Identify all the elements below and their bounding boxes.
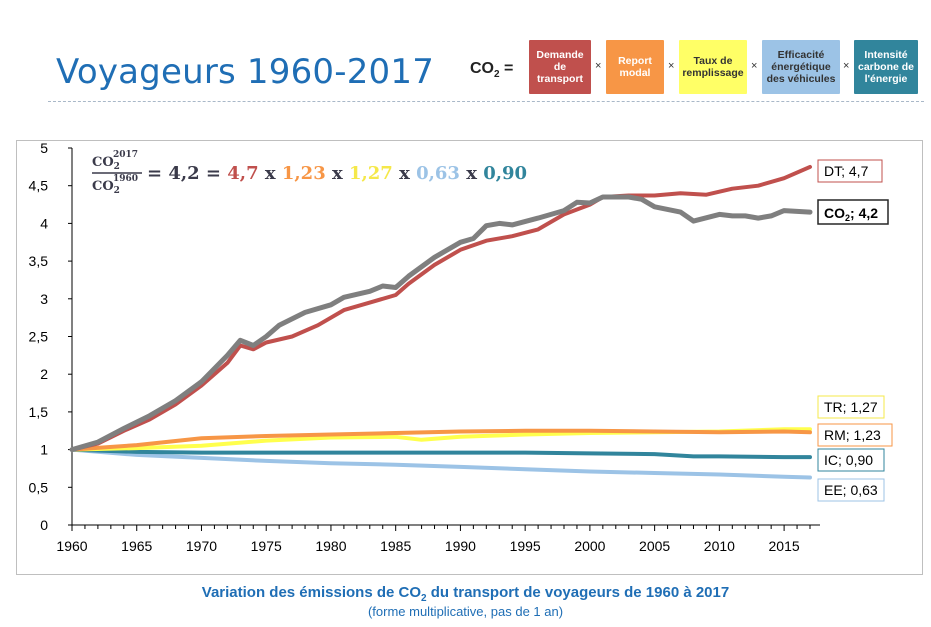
series-line-dt <box>70 164 812 452</box>
factor-taux-remplissage: Taux de remplissage <box>679 40 747 94</box>
title-divider <box>48 101 924 102</box>
end-label-ee: EE; 0,63 <box>824 482 878 498</box>
end-label-box-co2 <box>817 199 889 225</box>
y-tick-label: 2 <box>40 366 48 382</box>
y-tick-label: 0 <box>40 517 48 533</box>
end-label-tr: TR; 1,27 <box>824 399 878 415</box>
end-label-box-dt <box>817 159 883 183</box>
factor-label: l'énergie <box>864 73 908 85</box>
end-label-box-rm <box>817 423 893 447</box>
y-tick-label: 3,5 <box>29 253 49 269</box>
factor-label: de <box>553 61 567 73</box>
y-tick-label: 4,5 <box>29 178 49 194</box>
series-line-ic <box>70 447 812 460</box>
chart-frame <box>16 140 923 575</box>
factor-label: des véhicules <box>766 73 836 85</box>
x-tick-label: 1965 <box>121 538 152 554</box>
chart-caption: Variation des émissions de CO2 du transp… <box>201 584 730 604</box>
x-tick-label: 1960 <box>56 538 87 554</box>
page-title: Voyageurs 1960-2017 <box>56 52 435 92</box>
factor-label: Report <box>618 55 652 67</box>
factor-label: remplissage <box>682 67 744 79</box>
factor-label: Demande <box>536 49 584 61</box>
y-tick-label: 5 <box>40 140 48 156</box>
factor-label: énergétique <box>771 61 831 73</box>
y-tick-label: 2,5 <box>29 329 49 345</box>
end-label-dt: DT; 4,7 <box>824 163 869 179</box>
factor-efficacite-energetique: Efficacité énergétique des véhicules <box>762 40 840 94</box>
equation-denominator: CO21960 <box>92 174 138 196</box>
end-label-box-ic <box>817 448 885 472</box>
y-tick-label: 3 <box>40 291 48 307</box>
x-tick-label: 2010 <box>704 538 735 554</box>
factor-intensite-carbone: Intensité carbone de l'énergie <box>854 40 918 94</box>
factor-label: modal <box>619 67 651 79</box>
factor-label: carbone de <box>857 61 915 73</box>
end-label-ic: IC; 0,90 <box>824 452 873 468</box>
co2-formula-label: CO2 = <box>470 60 514 81</box>
end-label-box-tr <box>817 395 885 419</box>
x-tick-label: 1970 <box>186 538 217 554</box>
x-tick-label: 1980 <box>315 538 346 554</box>
factor-label: Intensité <box>864 49 908 61</box>
series-line-ee <box>70 447 812 480</box>
series-line-co2 <box>69 194 813 453</box>
factor-label: transport <box>536 73 584 85</box>
x-tick-label: 2015 <box>769 538 800 554</box>
x-tick-label: 1975 <box>251 538 282 554</box>
x-tick-label: 2000 <box>574 538 605 554</box>
times-sign: × <box>751 60 758 72</box>
series-line-rm <box>70 428 812 452</box>
equation-numerator: CO22017 <box>92 150 138 172</box>
end-label-co2: CO2; 4,2 <box>824 205 878 223</box>
y-tick-label: 1 <box>40 442 48 458</box>
equation-terms: = 4,2 = 4,7 x 1,23 x 1,27 x 0,63 x 0,90 <box>147 163 527 184</box>
x-tick-label: 1985 <box>380 538 411 554</box>
factor-label: Efficacité <box>777 49 825 61</box>
times-sign: × <box>843 60 850 72</box>
times-sign: × <box>595 60 602 72</box>
x-tick-label: 1995 <box>510 538 541 554</box>
factor-label: Taux de <box>693 55 733 67</box>
x-tick-label: 1990 <box>445 538 476 554</box>
times-sign: × <box>668 60 675 72</box>
x-tick-label: 2005 <box>639 538 670 554</box>
chart-subcaption: (forme multiplicative, pas de 1 an) <box>367 604 564 619</box>
factor-demande-transport: Demande de transport <box>529 40 591 94</box>
end-label-rm: RM; 1,23 <box>824 427 881 443</box>
y-tick-label: 0,5 <box>29 479 49 495</box>
y-tick-label: 4 <box>40 215 48 231</box>
end-label-box-ee <box>817 478 885 502</box>
y-tick-label: 1,5 <box>29 404 49 420</box>
factor-report-modal: Report modal <box>606 40 664 94</box>
